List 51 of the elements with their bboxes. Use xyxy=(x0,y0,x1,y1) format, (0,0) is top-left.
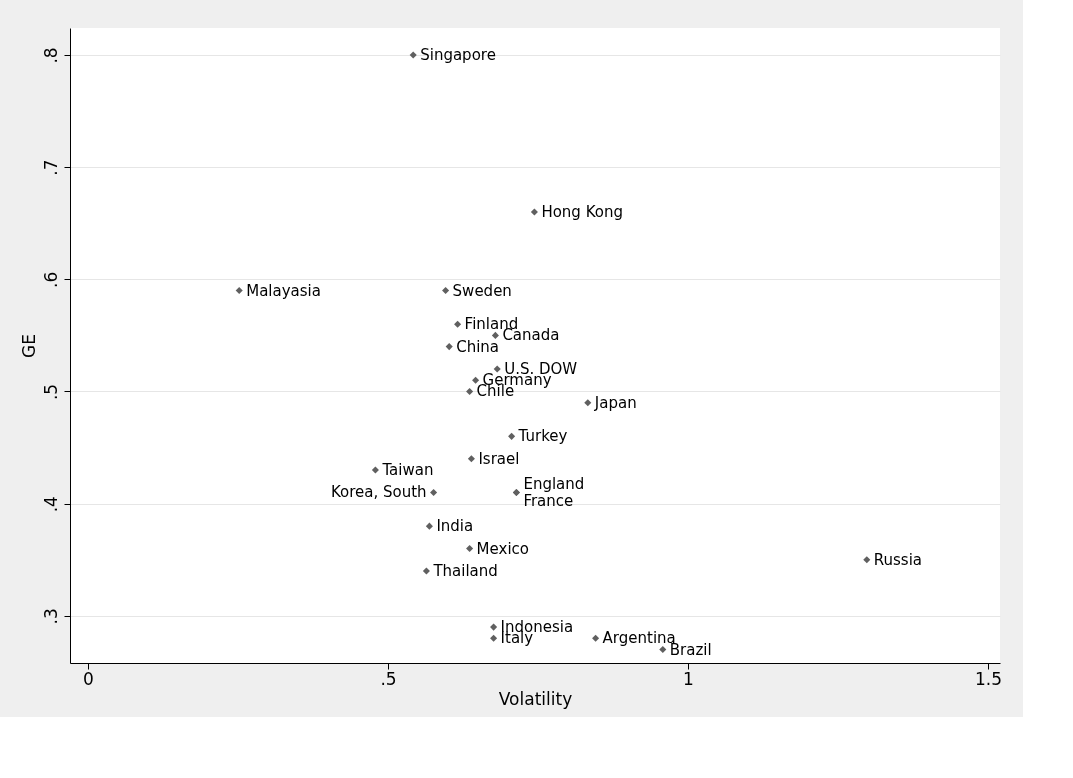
annotation: England xyxy=(523,474,585,493)
annotation: India xyxy=(436,517,474,536)
y-tick-label: .4 xyxy=(40,496,61,513)
x-tick-label: 1.5 xyxy=(974,668,1003,689)
y-tick-label: .6 xyxy=(40,271,61,288)
point xyxy=(409,51,417,59)
y-axis-title: GE xyxy=(18,334,39,358)
x-tick-label: 0 xyxy=(83,668,94,689)
annotation: Turkey xyxy=(517,427,568,446)
annotation: Singapore xyxy=(420,45,496,64)
point xyxy=(467,455,475,463)
point xyxy=(466,387,474,396)
x-tick-label: .5 xyxy=(380,668,397,689)
annotation: Thailand xyxy=(432,562,498,580)
annotation: Malayasia xyxy=(246,281,321,300)
y-tick-label: .8 xyxy=(40,47,61,64)
y-tick-label: .7 xyxy=(40,159,61,176)
point xyxy=(491,331,499,339)
point xyxy=(530,208,538,216)
annotation: Korea, South xyxy=(330,483,427,502)
point xyxy=(422,567,430,575)
point xyxy=(371,466,379,474)
point xyxy=(454,320,462,328)
y-tick-label: .3 xyxy=(40,608,61,625)
point xyxy=(235,286,243,295)
point xyxy=(490,634,498,642)
x-tick-label: 1 xyxy=(683,668,694,689)
point xyxy=(584,399,592,407)
point xyxy=(466,545,474,553)
point xyxy=(445,343,453,351)
annotation: Russia xyxy=(873,550,923,569)
annotation: Hong Kong xyxy=(541,202,623,221)
annotation: Taiwan xyxy=(381,461,434,480)
point xyxy=(490,623,498,631)
point xyxy=(430,488,438,497)
annotation: France xyxy=(523,491,574,510)
point xyxy=(472,376,480,384)
annotation: China xyxy=(456,337,500,356)
point xyxy=(659,646,667,654)
annotation: Israel xyxy=(478,449,520,468)
point xyxy=(442,286,450,295)
point xyxy=(425,522,433,530)
annotation: Mexico xyxy=(476,539,529,558)
y-tick-label: .5 xyxy=(40,383,61,401)
point xyxy=(592,634,600,642)
point xyxy=(508,432,516,440)
point xyxy=(863,556,871,564)
annotation: Japan xyxy=(593,393,637,412)
annotation: Sweden xyxy=(452,281,512,300)
x-axis-title: Volatility xyxy=(498,688,573,709)
point xyxy=(493,365,501,373)
